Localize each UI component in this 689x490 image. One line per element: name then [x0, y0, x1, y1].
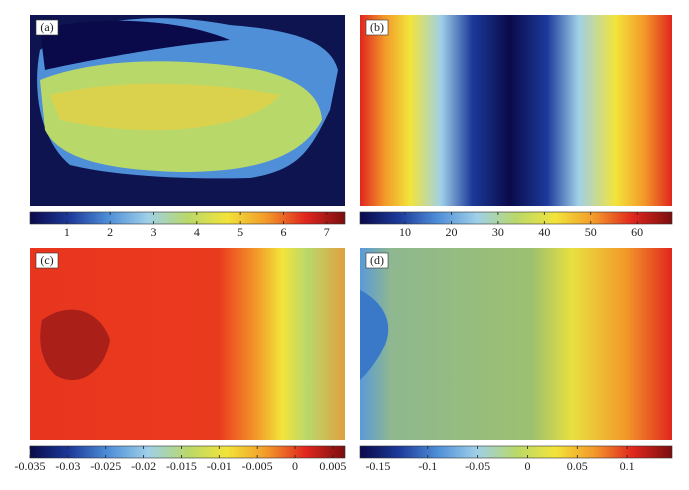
- panel-label-box: [35, 252, 59, 269]
- panel-d-image: [360, 248, 672, 440]
- panel-label: (d): [370, 253, 384, 267]
- panel-b-image: [360, 15, 672, 206]
- colorbar-tick-label: -0.15: [365, 459, 390, 473]
- colorbar-tick-label: 7: [324, 225, 330, 239]
- colorbar: [359, 211, 673, 225]
- colorbar-tick-label: 30: [492, 225, 504, 239]
- colorbar-tick-label: 0: [524, 459, 530, 473]
- colorbar-tick-label: -0.02: [131, 459, 156, 473]
- panel-label: (c): [40, 253, 53, 267]
- colorbar-tick-label: 20: [445, 225, 457, 239]
- colorbar-tick-label: 5: [237, 225, 243, 239]
- colorbar-tick-label: 50: [585, 225, 597, 239]
- colorbar-tick-label: 3: [150, 225, 156, 239]
- colorbar-tick-label: 6: [280, 225, 286, 239]
- colorbar-tick-label: -0.025: [90, 459, 121, 473]
- panel-c-image: [30, 248, 345, 440]
- colorbar-tick-label: -0.005: [242, 459, 273, 473]
- colorbar-tick-label: -0.05: [465, 459, 490, 473]
- panel-label: (a): [40, 20, 53, 34]
- colorbar-tick-label: 2: [107, 225, 113, 239]
- colorbar-tick-label: -0.1: [418, 459, 437, 473]
- colorbar-tick-label: 40: [538, 225, 550, 239]
- colorbar-tick-label: 0.05: [567, 459, 588, 473]
- panel-label-box: [365, 252, 389, 269]
- colorbar-tick-label: -0.03: [55, 459, 80, 473]
- colorbar-tick-label: -0.015: [166, 459, 197, 473]
- colorbar-tick-label: 60: [631, 225, 643, 239]
- panel-label-box: [35, 19, 59, 36]
- colorbar-tick-label: 4: [194, 225, 200, 239]
- colorbar-tick-label: -0.035: [15, 459, 46, 473]
- panel-label-box: [365, 19, 389, 36]
- colorbar: [29, 211, 346, 225]
- colorbar-tick-label: -0.01: [207, 459, 232, 473]
- colorbar-tick-label: 0.005: [319, 459, 346, 473]
- colorbar-tick-label: 10: [399, 225, 411, 239]
- colorbar-tick-label: 0.1: [620, 459, 635, 473]
- panel-label: (b): [370, 20, 384, 34]
- colorbar-tick-label: 0: [292, 459, 298, 473]
- colorbar: [359, 445, 673, 459]
- colorbar-tick-label: 1: [64, 225, 70, 239]
- colorbar: [29, 445, 346, 459]
- panel-a-image: [30, 15, 345, 206]
